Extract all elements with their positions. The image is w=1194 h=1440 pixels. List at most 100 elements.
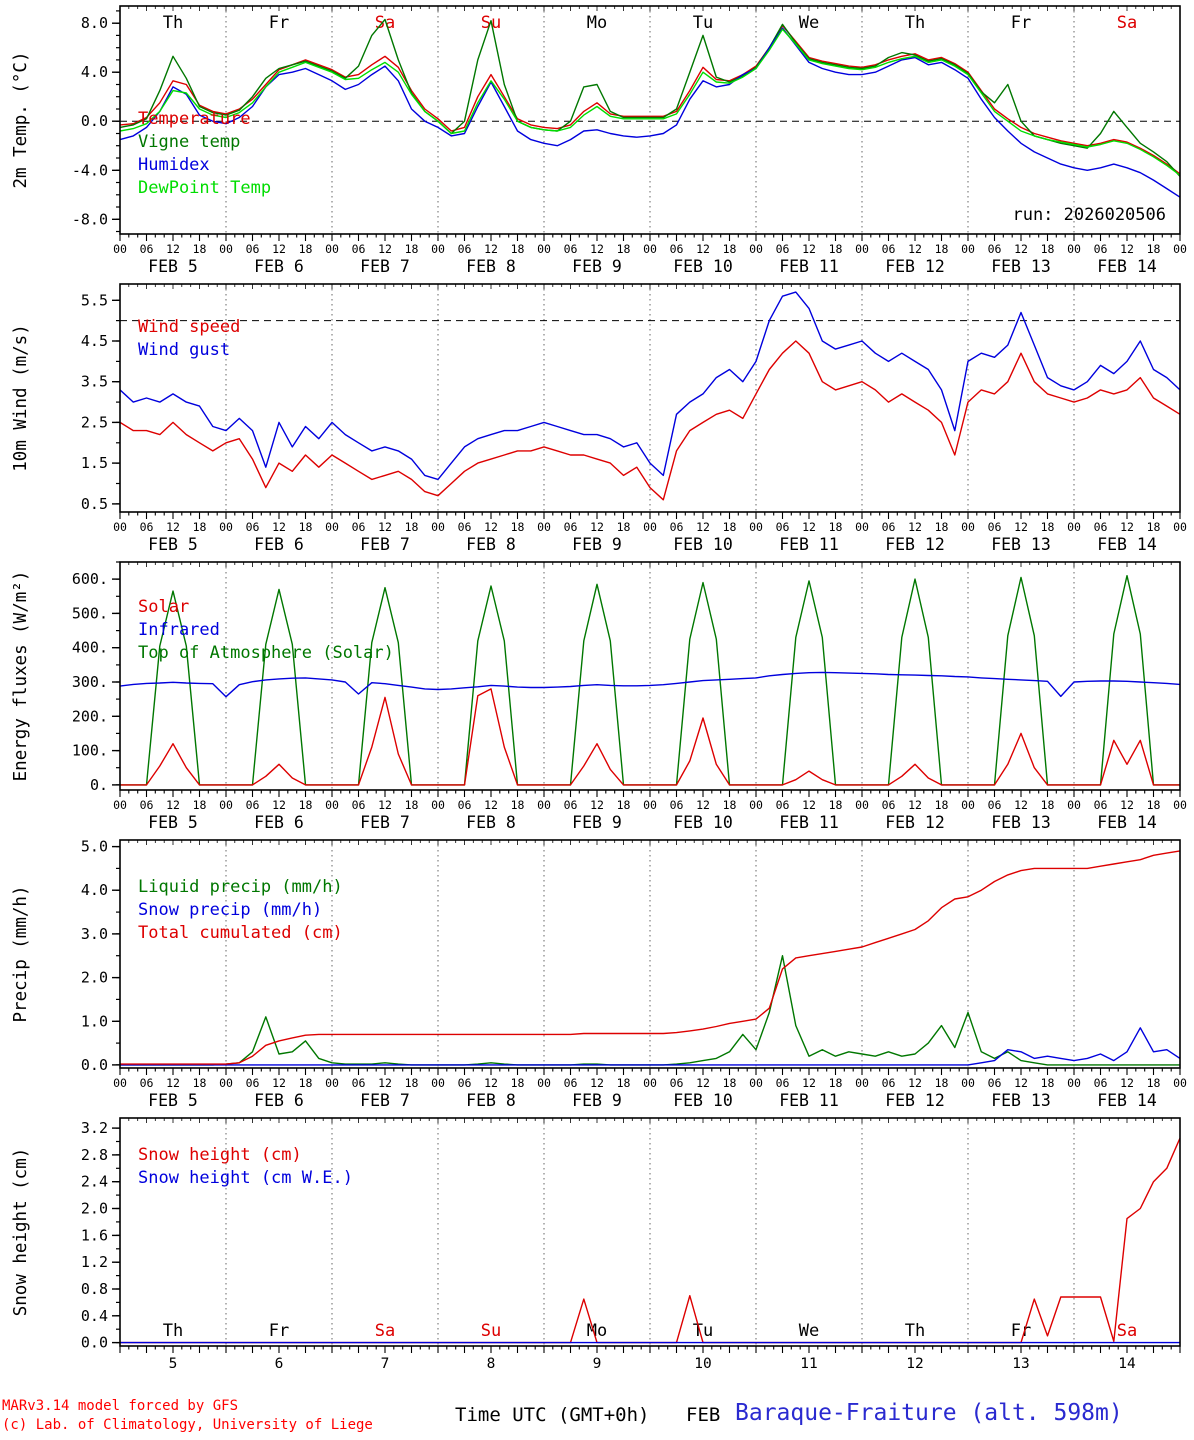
hour-tick-label: 00 xyxy=(537,520,551,534)
hour-tick-label: 18 xyxy=(617,1076,631,1090)
hour-tick-label: 18 xyxy=(617,798,631,812)
legend-entry: Total cumulated (cm) xyxy=(138,923,343,943)
dow-label: Sa xyxy=(1117,13,1137,33)
dow-label: Tu xyxy=(693,13,713,33)
wind-panel: 0.5 1.5 2.5 3.5 4.5 5.5 00 06 12 18 00 06 12 18 00 06 12… xyxy=(11,283,1187,554)
hour-tick-label: 12 xyxy=(378,798,392,812)
hour-tick-label: 00 xyxy=(643,242,657,256)
hour-tick-label: 18 xyxy=(511,798,525,812)
hour-tick-label: 00 xyxy=(1067,798,1081,812)
hour-tick-label: 18 xyxy=(723,798,737,812)
y-tick-label: 600. xyxy=(72,570,108,588)
hour-tick-label: 00 xyxy=(749,520,763,534)
y-axis-label: 10m Wind (m/s) xyxy=(11,324,31,472)
hour-tick-label: 18 xyxy=(299,1076,313,1090)
hour-tick-label: 12 xyxy=(1120,798,1134,812)
y-axis-label: Energy fluxes (W/m²) xyxy=(11,571,31,782)
hour-tick-label: 00 xyxy=(855,798,869,812)
daynum-label: 10 xyxy=(694,1356,711,1372)
date-label: FEB 13 xyxy=(991,535,1051,554)
hour-tick-label: 00 xyxy=(961,798,975,812)
hour-tick-label: 06 xyxy=(352,1076,366,1090)
hour-tick-label: 06 xyxy=(246,520,260,534)
hour-tick-label: 12 xyxy=(484,520,498,534)
hour-tick-label: 18 xyxy=(1147,1076,1161,1090)
dow-label: Sa xyxy=(375,1321,395,1341)
hour-tick-label: 18 xyxy=(1041,242,1055,256)
hour-tick-label: 12 xyxy=(696,798,710,812)
date-label: FEB 14 xyxy=(1097,535,1157,554)
date-label: FEB 6 xyxy=(254,1091,304,1110)
y-tick-label: 5.0 xyxy=(81,838,108,856)
date-label: FEB 5 xyxy=(148,257,198,276)
hour-tick-label: 00 xyxy=(113,1076,127,1090)
hour-tick-label: 18 xyxy=(405,242,419,256)
daynum-label: 5 xyxy=(169,1356,178,1372)
date-label: FEB 6 xyxy=(254,257,304,276)
hour-tick-label: 00 xyxy=(325,798,339,812)
y-tick-label: 1.2 xyxy=(81,1253,108,1271)
station-title: Baraque-Fraiture (alt. 598m) xyxy=(735,1400,1123,1426)
hour-tick-label: 18 xyxy=(1147,798,1161,812)
hour-tick-label: 06 xyxy=(776,798,790,812)
hour-tick-label: 18 xyxy=(193,798,207,812)
y-tick-label: 0.8 xyxy=(81,1280,108,1298)
y-tick-label: 4.0 xyxy=(81,881,108,899)
hour-tick-label: 18 xyxy=(299,798,313,812)
hour-tick-label: 12 xyxy=(378,242,392,256)
hour-tick-label: 12 xyxy=(378,1076,392,1090)
legend-entry: DewPoint Temp xyxy=(138,178,271,198)
hour-tick-label: 06 xyxy=(246,798,260,812)
date-label: FEB 7 xyxy=(360,1091,410,1110)
hour-tick-label: 00 xyxy=(431,798,445,812)
hour-tick-label: 18 xyxy=(829,1076,843,1090)
date-label: FEB 14 xyxy=(1097,1091,1157,1110)
hour-tick-label: 06 xyxy=(988,1076,1002,1090)
daynum-label: 7 xyxy=(381,1356,390,1372)
y-tick-label: 8.0 xyxy=(81,14,108,32)
hour-tick-label: 12 xyxy=(696,520,710,534)
hour-tick-label: 00 xyxy=(537,798,551,812)
date-label: FEB 13 xyxy=(991,813,1051,832)
series-total-cumulated-cm- xyxy=(120,850,1181,1065)
hour-tick-label: 06 xyxy=(1094,520,1108,534)
hour-tick-label: 00 xyxy=(537,1076,551,1090)
hour-tick-label: 06 xyxy=(246,1076,260,1090)
hour-tick-label: 12 xyxy=(802,798,816,812)
dow-label: We xyxy=(799,1321,819,1341)
hour-tick-label: 06 xyxy=(882,242,896,256)
series-infrared xyxy=(119,671,1181,698)
hour-tick-label: 12 xyxy=(484,1076,498,1090)
date-label: FEB 9 xyxy=(572,535,622,554)
hour-tick-label: 18 xyxy=(723,1076,737,1090)
date-label: FEB 11 xyxy=(779,257,839,276)
hour-tick-label: 00 xyxy=(431,520,445,534)
hour-tick-label: 12 xyxy=(908,1076,922,1090)
hour-tick-label: 12 xyxy=(272,242,286,256)
y-tick-label: 2.0 xyxy=(81,1200,108,1218)
date-label: FEB 9 xyxy=(572,813,622,832)
hour-tick-label: 00 xyxy=(431,242,445,256)
date-label: FEB 6 xyxy=(254,535,304,554)
date-label: FEB 10 xyxy=(673,1091,733,1110)
hour-tick-label: 12 xyxy=(802,242,816,256)
date-label: FEB 13 xyxy=(991,257,1051,276)
date-label: FEB 8 xyxy=(466,535,516,554)
hour-tick-label: 12 xyxy=(590,798,604,812)
daynum-label: 11 xyxy=(800,1356,817,1372)
series-wind-gust xyxy=(119,291,1181,481)
hour-tick-label: 18 xyxy=(511,1076,525,1090)
hour-tick-label: 18 xyxy=(193,242,207,256)
y-tick-label: 2.8 xyxy=(81,1146,108,1164)
date-label: FEB 12 xyxy=(885,535,945,554)
hour-tick-label: 12 xyxy=(1014,242,1028,256)
hour-tick-label: 00 xyxy=(219,242,233,256)
y-tick-label: 0. xyxy=(90,776,108,794)
snow-height-panel: 0.0 0.4 0.8 1.2 1.6 2.0 2.4 2.8 3.2 5 6 7 8 9 10 11 12 13… xyxy=(11,1117,1181,1372)
hour-tick-label: 12 xyxy=(166,798,180,812)
hour-tick-label: 06 xyxy=(352,242,366,256)
legend-entry: Liquid precip (mm/h) xyxy=(138,877,343,897)
legend-entry: Wind speed xyxy=(138,317,240,337)
legend-entry: Wind gust xyxy=(138,340,230,360)
